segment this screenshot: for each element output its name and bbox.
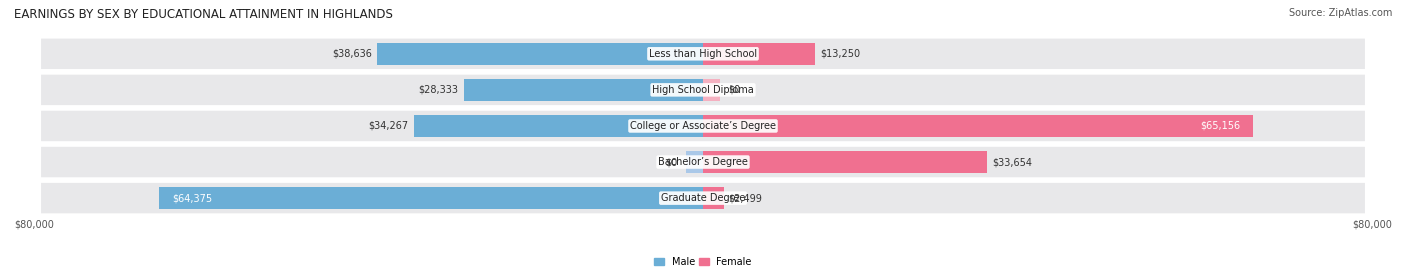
Bar — [413, 115, 703, 137]
Text: Less than High School: Less than High School — [650, 49, 756, 59]
Text: $38,636: $38,636 — [332, 49, 371, 59]
Text: $64,375: $64,375 — [172, 193, 212, 203]
Bar — [703, 115, 1253, 137]
Text: Source: ZipAtlas.com: Source: ZipAtlas.com — [1288, 8, 1392, 18]
Text: Graduate Degree: Graduate Degree — [661, 193, 745, 203]
Bar — [703, 151, 987, 173]
Bar — [703, 187, 724, 209]
Text: College or Associate’s Degree: College or Associate’s Degree — [630, 121, 776, 131]
FancyBboxPatch shape — [41, 39, 1365, 69]
Text: $80,000: $80,000 — [1353, 220, 1392, 230]
Bar — [703, 79, 720, 101]
Text: $34,267: $34,267 — [368, 121, 409, 131]
Legend: Male, Female: Male, Female — [651, 254, 755, 268]
Text: $0: $0 — [665, 157, 678, 167]
Text: $65,156: $65,156 — [1201, 121, 1240, 131]
Text: $33,654: $33,654 — [993, 157, 1032, 167]
Text: High School Diploma: High School Diploma — [652, 85, 754, 95]
Text: $0: $0 — [728, 85, 741, 95]
Bar — [464, 79, 703, 101]
Text: $80,000: $80,000 — [14, 220, 53, 230]
Bar — [703, 43, 815, 65]
Text: $28,333: $28,333 — [419, 85, 458, 95]
Bar — [377, 43, 703, 65]
Bar — [686, 151, 703, 173]
FancyBboxPatch shape — [41, 147, 1365, 177]
FancyBboxPatch shape — [41, 183, 1365, 213]
Text: EARNINGS BY SEX BY EDUCATIONAL ATTAINMENT IN HIGHLANDS: EARNINGS BY SEX BY EDUCATIONAL ATTAINMEN… — [14, 8, 392, 21]
Text: $2,499: $2,499 — [728, 193, 762, 203]
FancyBboxPatch shape — [41, 111, 1365, 141]
FancyBboxPatch shape — [41, 75, 1365, 105]
Text: $13,250: $13,250 — [820, 49, 860, 59]
Bar — [159, 187, 703, 209]
Text: Bachelor’s Degree: Bachelor’s Degree — [658, 157, 748, 167]
